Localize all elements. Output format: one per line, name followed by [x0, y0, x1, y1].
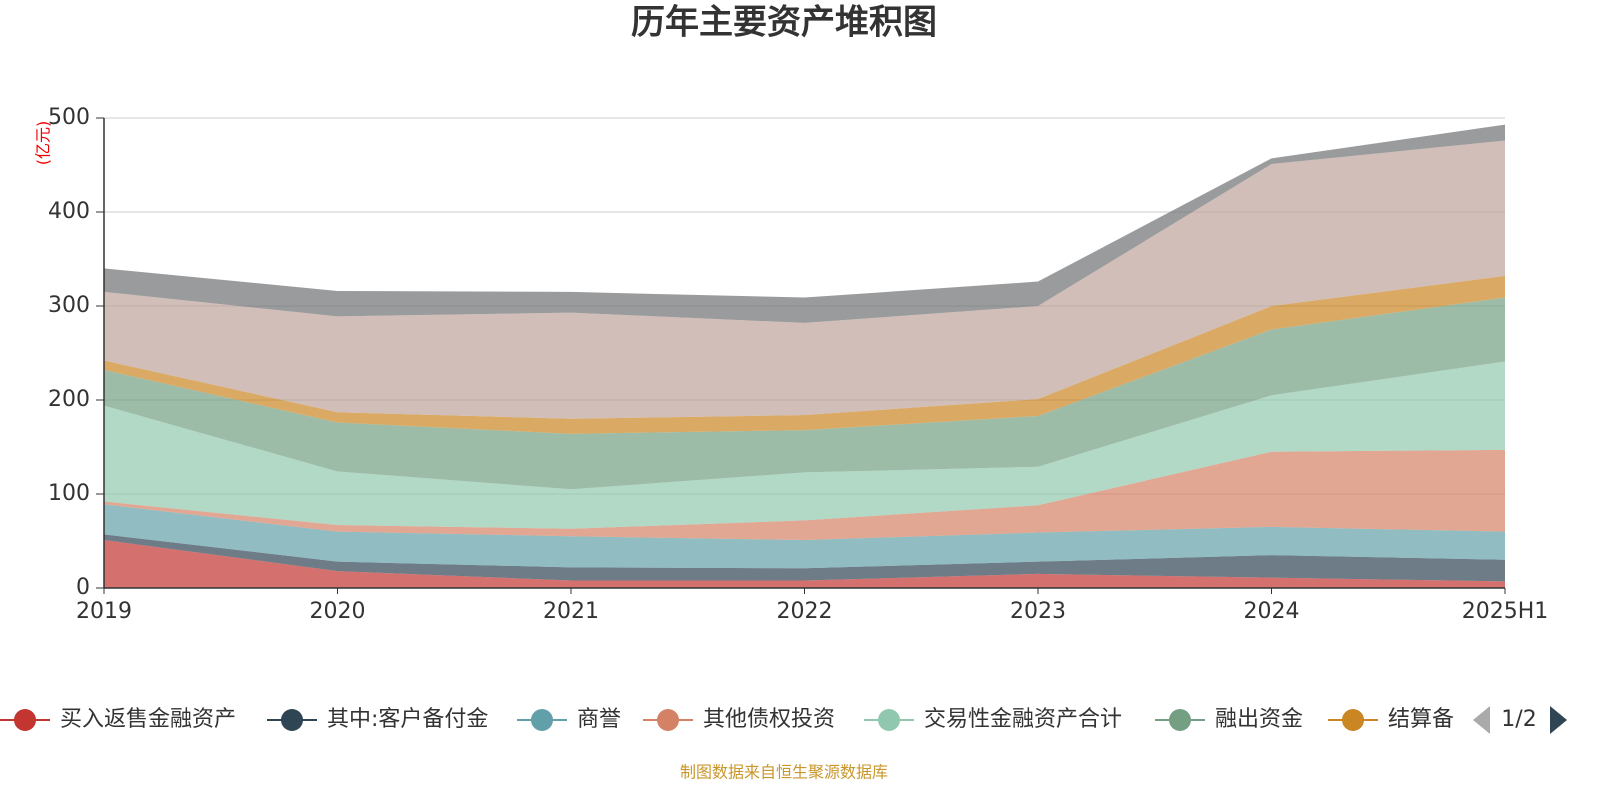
legend-label: 买入返售金融资产	[60, 707, 236, 732]
area	[104, 297, 1505, 490]
y-tick-label: 0	[76, 575, 90, 600]
x-tick-label: 2022	[777, 599, 833, 624]
x-tick-label: 2025H1	[1462, 599, 1549, 624]
legend-marker	[14, 709, 36, 731]
area	[104, 540, 1505, 588]
legend: 买入返售金融资产 其中:客户备付金 商誉 其他债权投资 交易性金融资产合计 融出资金 结算备	[0, 707, 1454, 732]
legend-label: 融出资金	[1215, 707, 1303, 732]
area	[104, 449, 1505, 541]
y-tick-label: 200	[48, 387, 90, 412]
legend-marker	[657, 709, 679, 731]
legend-label: 交易性金融资产合计	[924, 707, 1122, 732]
y-unit: (亿元)	[34, 121, 53, 166]
y-tick-label: 100	[48, 481, 90, 506]
legend-next[interactable]	[1550, 706, 1567, 734]
area	[104, 140, 1505, 419]
legend-marker	[281, 709, 303, 731]
source-note: 制图数据来自恒生聚源数据库	[680, 763, 888, 782]
y-tick-label: 400	[48, 199, 90, 224]
legend-label: 其他债权投资	[703, 707, 835, 732]
area	[104, 124, 1505, 323]
legend-prev[interactable]	[1473, 706, 1490, 734]
legend-marker	[878, 709, 900, 731]
legend-page: 1/2	[1501, 707, 1536, 732]
area	[104, 361, 1505, 529]
legend-marker	[531, 709, 553, 731]
area	[104, 534, 1505, 582]
legend-label: 结算备	[1388, 707, 1454, 732]
legend-label: 其中:客户备付金	[327, 707, 488, 732]
legend-marker	[1169, 709, 1191, 731]
area	[104, 504, 1505, 569]
y-tick-label: 300	[48, 293, 90, 318]
legend-marker	[1342, 709, 1364, 731]
chart-title: 历年主要资产堆积图	[631, 3, 937, 43]
y-tick-label: 500	[48, 105, 90, 130]
x-tick-label: 2023	[1010, 599, 1066, 624]
x-tick-label: 2021	[543, 599, 599, 624]
x-tick-label: 2020	[310, 599, 366, 624]
x-tick-label: 2019	[76, 599, 132, 624]
plot-area	[104, 117, 1505, 589]
x-tick-label: 2024	[1244, 599, 1300, 624]
legend-label: 商誉	[577, 707, 621, 732]
